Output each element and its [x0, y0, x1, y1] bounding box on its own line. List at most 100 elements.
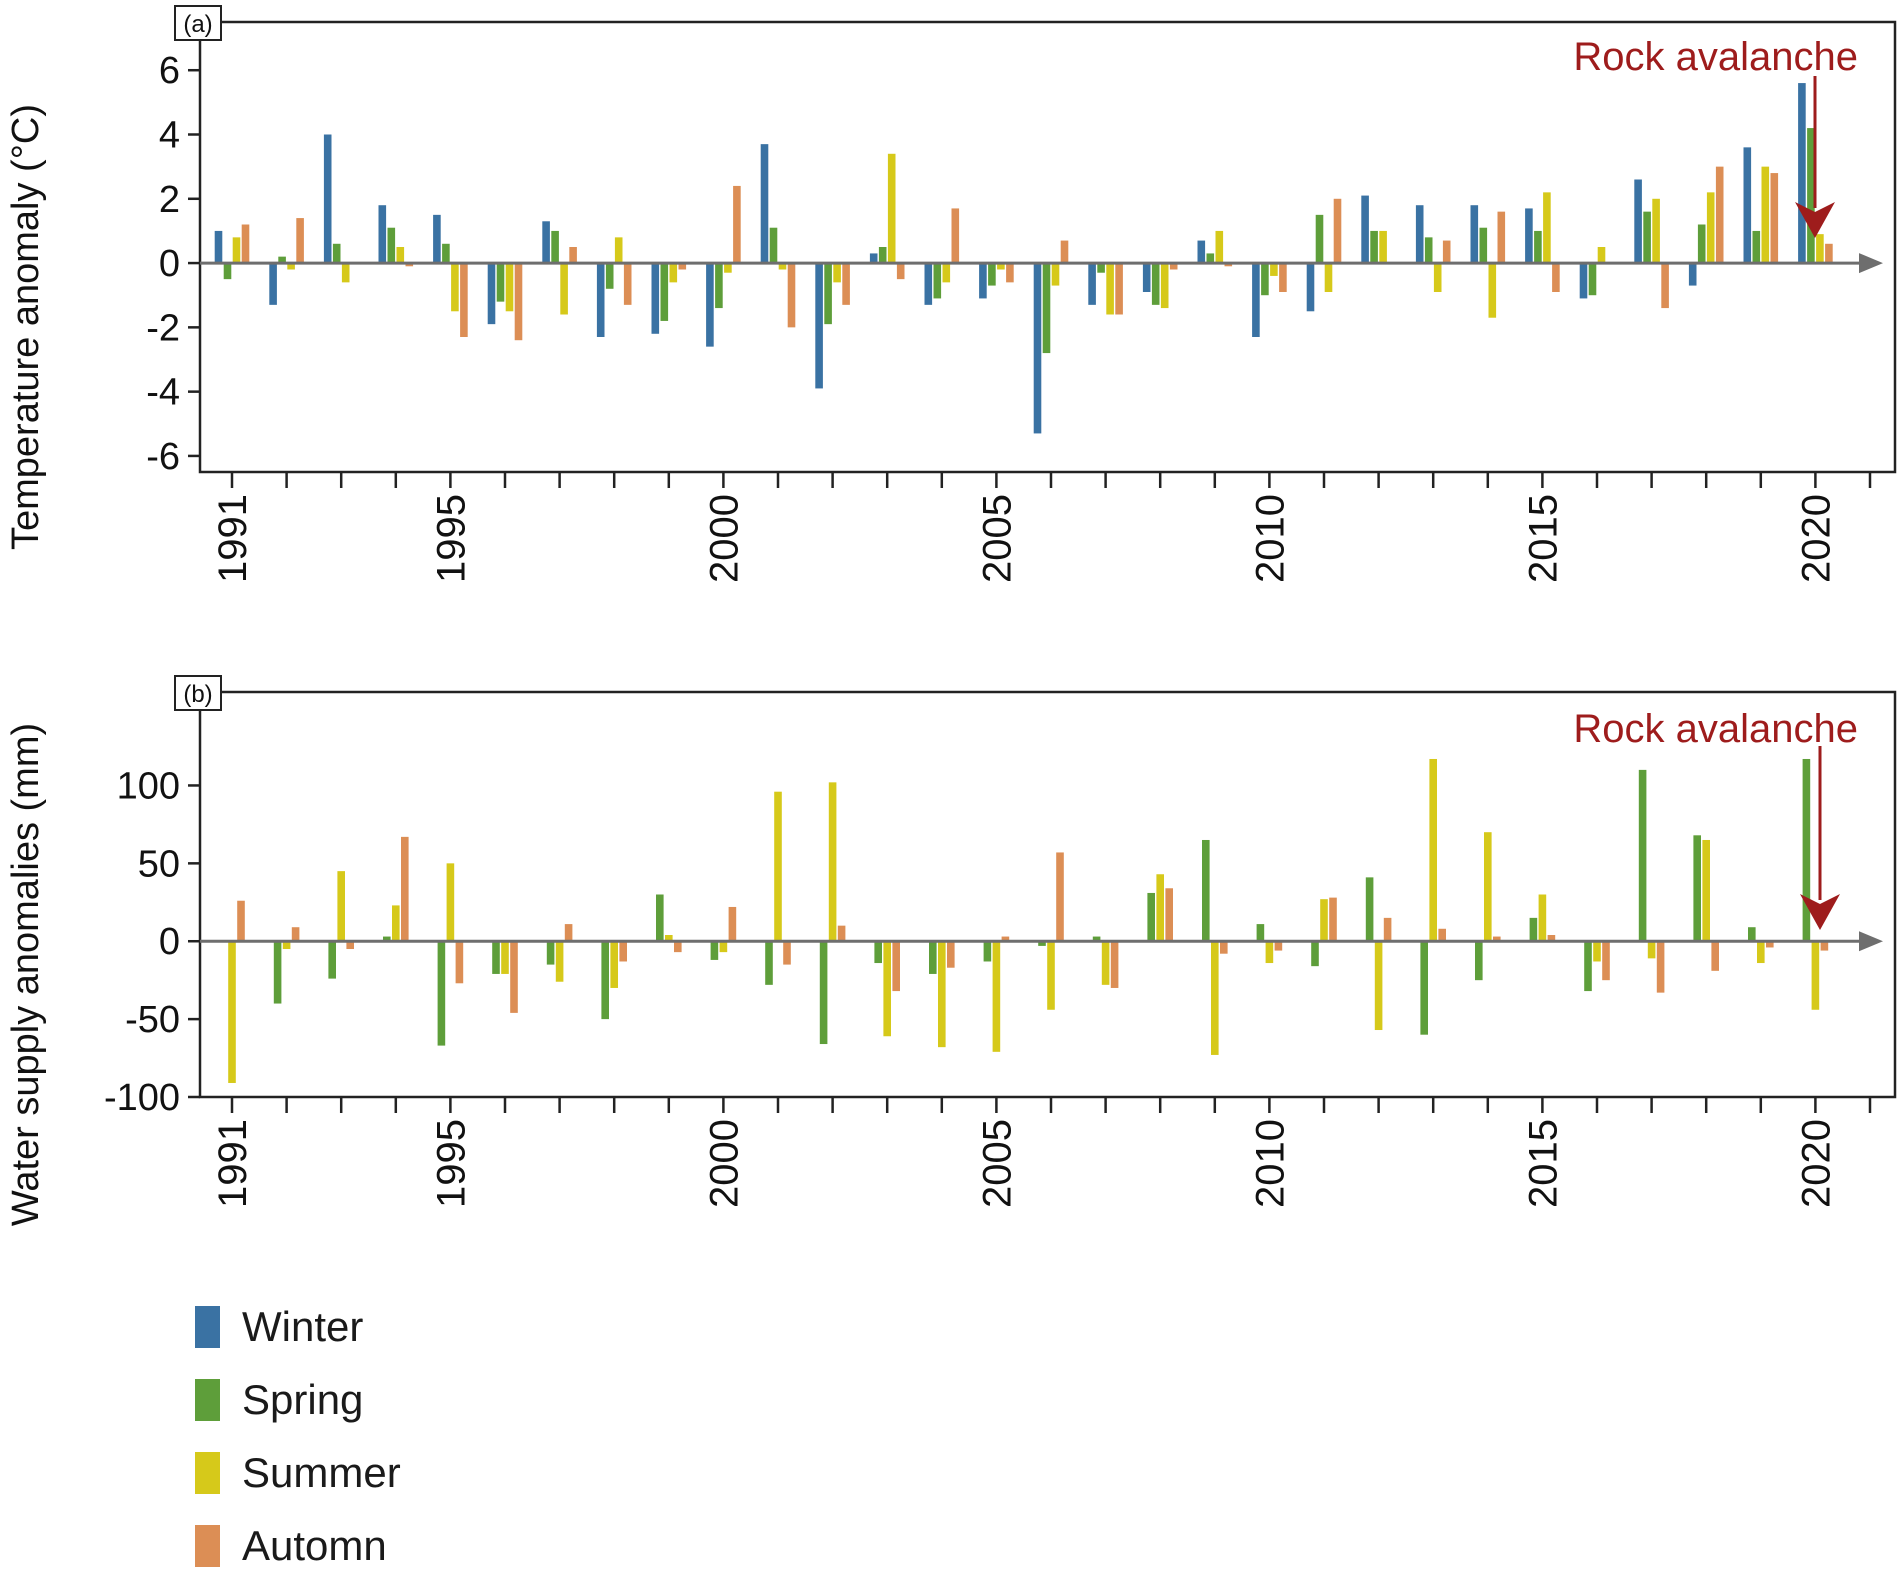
- panel-b-bar-summer-1992: [282, 941, 291, 950]
- panel-b-bar-automn-2005: [1001, 936, 1010, 942]
- panel-b-bar-automn-2014: [1493, 936, 1501, 942]
- panel-b-bar-summer-2003: [883, 941, 891, 1037]
- panel-b-bar-summer-2008: [1156, 874, 1164, 942]
- panel-a-bar-winter-2017: [1634, 179, 1642, 264]
- panel-a-bar-summer-1991: [232, 237, 241, 264]
- panel-a-bar-winter-1992: [269, 263, 277, 305]
- panel-b-ylabel: Water supply anomalies (mm): [5, 723, 47, 1226]
- panel-a-xtick-label: 2015: [1521, 494, 1565, 583]
- panel-b-bar-automn-2012: [1383, 917, 1392, 942]
- panel-b-panel-label-box: [174, 675, 222, 711]
- panel-a-annotation-text: Rock avalanche: [1573, 35, 1858, 79]
- panel-b-bar-spring-2009: [1202, 839, 1210, 942]
- panel-a-bar-summer-2012: [1379, 230, 1387, 264]
- panel-a-bar-automn-2018: [1715, 166, 1724, 264]
- panel-a-annotation-arrow-head: [1795, 202, 1835, 238]
- panel-a-bar-summer-2009: [1215, 230, 1224, 264]
- panel-a-bar-spring-2012: [1370, 230, 1378, 264]
- panel-b-bar-spring-2016: [1584, 941, 1592, 992]
- panel-b-bar-automn-2019: [1766, 941, 1774, 948]
- panel-a-ytick-label: -6: [146, 436, 180, 478]
- panel-b-bar-summer-2016: [1593, 941, 1601, 962]
- panel-b-ytick-label: 0: [159, 921, 180, 963]
- panel-b-bar-automn-2011: [1329, 897, 1337, 942]
- panel-a-bar-winter-1999: [651, 263, 660, 334]
- panel-a-ytick-label: 4: [159, 115, 180, 157]
- panel-a-bar-winter-2009: [1197, 240, 1206, 264]
- panel-a-xtick-label: 2000: [702, 494, 746, 583]
- panel-b-bar-spring-2018: [1693, 835, 1701, 942]
- panel-a-zero-axis-arrow: [1859, 253, 1883, 274]
- panel-a-bar-summer-2004: [942, 263, 951, 283]
- legend-swatch-winter: [195, 1305, 220, 1348]
- panel-a-bar-spring-2000: [715, 263, 723, 309]
- panel-a-bar-spring-2018: [1697, 224, 1706, 264]
- panel-a-ytick-label: 6: [159, 50, 180, 92]
- panel-b-bar-spring-2008: [1147, 892, 1155, 942]
- legend: Winter Spring Summer Automn: [195, 1290, 401, 1582]
- legend-label-spring: Spring: [242, 1375, 364, 1423]
- panel-a-bar-spring-1992: [278, 256, 286, 264]
- panel-b-bar-automn-1999: [674, 941, 682, 953]
- panel-a-bar-spring-2009: [1206, 253, 1215, 264]
- panel-a-bar-summer-2020: [1816, 234, 1824, 264]
- panel-b-bar-automn-2002: [837, 925, 846, 942]
- panel-b-bar-automn-2020: [1820, 941, 1829, 951]
- panel-a-bar-spring-1999: [660, 263, 669, 321]
- panel-a-bar-winter-2002: [815, 263, 823, 389]
- panel-a-bar-summer-2001: [778, 263, 787, 270]
- panel-a-panel-label-box: [174, 5, 222, 41]
- panel-a-bar-summer-2003: [887, 153, 896, 264]
- panel-a-bar-summer-2000: [724, 263, 732, 273]
- panel-b-bar-summer-2019: [1757, 941, 1765, 964]
- panel-b-ytick-label: 100: [117, 765, 180, 807]
- panel-a-bar-spring-2014: [1479, 227, 1488, 264]
- panel-b-xtick-label: 1995: [429, 1119, 473, 1208]
- panel-a-bar-automn-1996: [514, 263, 523, 341]
- panel-a-bar-summer-2013: [1433, 263, 1442, 292]
- panel-b-bar-summer-1993: [337, 871, 345, 942]
- panel-b-bar-spring-2011: [1311, 941, 1319, 967]
- panel-b-xtick-label: 2020: [1794, 1119, 1838, 1208]
- panel-b-bar-spring-2013: [1420, 941, 1428, 1035]
- panel-a-bar-winter-2016: [1579, 263, 1588, 299]
- panel-b-bar-automn-2001: [783, 941, 791, 965]
- panel-b-bar-automn-2000: [728, 906, 737, 942]
- panel-b-bar-spring-1996: [492, 941, 500, 974]
- legend-swatch-summer: [195, 1451, 220, 1494]
- panel-a-bar-winter-1994: [378, 205, 387, 264]
- panel-b-xtick-label: 2000: [702, 1119, 746, 1208]
- panel-a-bar-spring-1991: [223, 263, 232, 280]
- panel-a-bar-spring-2006: [1042, 263, 1051, 354]
- panel-a-bar-automn-1994: [405, 263, 414, 267]
- panel-a-bar-automn-2015: [1552, 263, 1560, 292]
- panel-a-bar-summer-2016: [1597, 247, 1606, 264]
- panel-b-bar-automn-1992: [291, 927, 300, 942]
- panel-a-bar-winter-2018: [1688, 263, 1697, 286]
- panel-b-xtick-label: 1991: [211, 1119, 255, 1208]
- panel-b-bar-automn-1998: [619, 941, 627, 962]
- panel-a-bar-winter-2020: [1798, 83, 1806, 264]
- panel-a-bar-winter-1991: [214, 230, 223, 264]
- legend-item-winter: Winter: [195, 1290, 401, 1363]
- legend-swatch-automn: [195, 1524, 220, 1567]
- legend-item-spring: Spring: [195, 1363, 401, 1436]
- panel-a-bar-summer-1998: [614, 237, 623, 264]
- panel-a-bar-spring-2011: [1315, 214, 1324, 264]
- panel-b-bar-summer-1991: [228, 941, 236, 1083]
- panel-a-bar-spring-1996: [496, 263, 505, 302]
- panel-a-bar-automn-2011: [1333, 198, 1342, 264]
- panel-b-bar-spring-1998: [601, 941, 609, 1020]
- panel-a-bar-automn-1995: [460, 263, 468, 337]
- panel-a-bar-winter-2011: [1306, 263, 1315, 312]
- panel-a-bar-summer-2019: [1761, 166, 1770, 264]
- panel-a-bar-spring-2008: [1151, 263, 1160, 305]
- panel-a-bar-automn-2006: [1060, 240, 1069, 264]
- legend-swatch-spring: [195, 1378, 220, 1421]
- panel-b-bar-spring-2019: [1748, 927, 1756, 942]
- panel-b-bar-summer-2007: [1101, 941, 1110, 985]
- panel-b-bar-automn-2018: [1711, 941, 1719, 971]
- panel-a-xtick-label: 2020: [1794, 494, 1838, 583]
- panel-b-bar-automn-1993: [346, 941, 354, 950]
